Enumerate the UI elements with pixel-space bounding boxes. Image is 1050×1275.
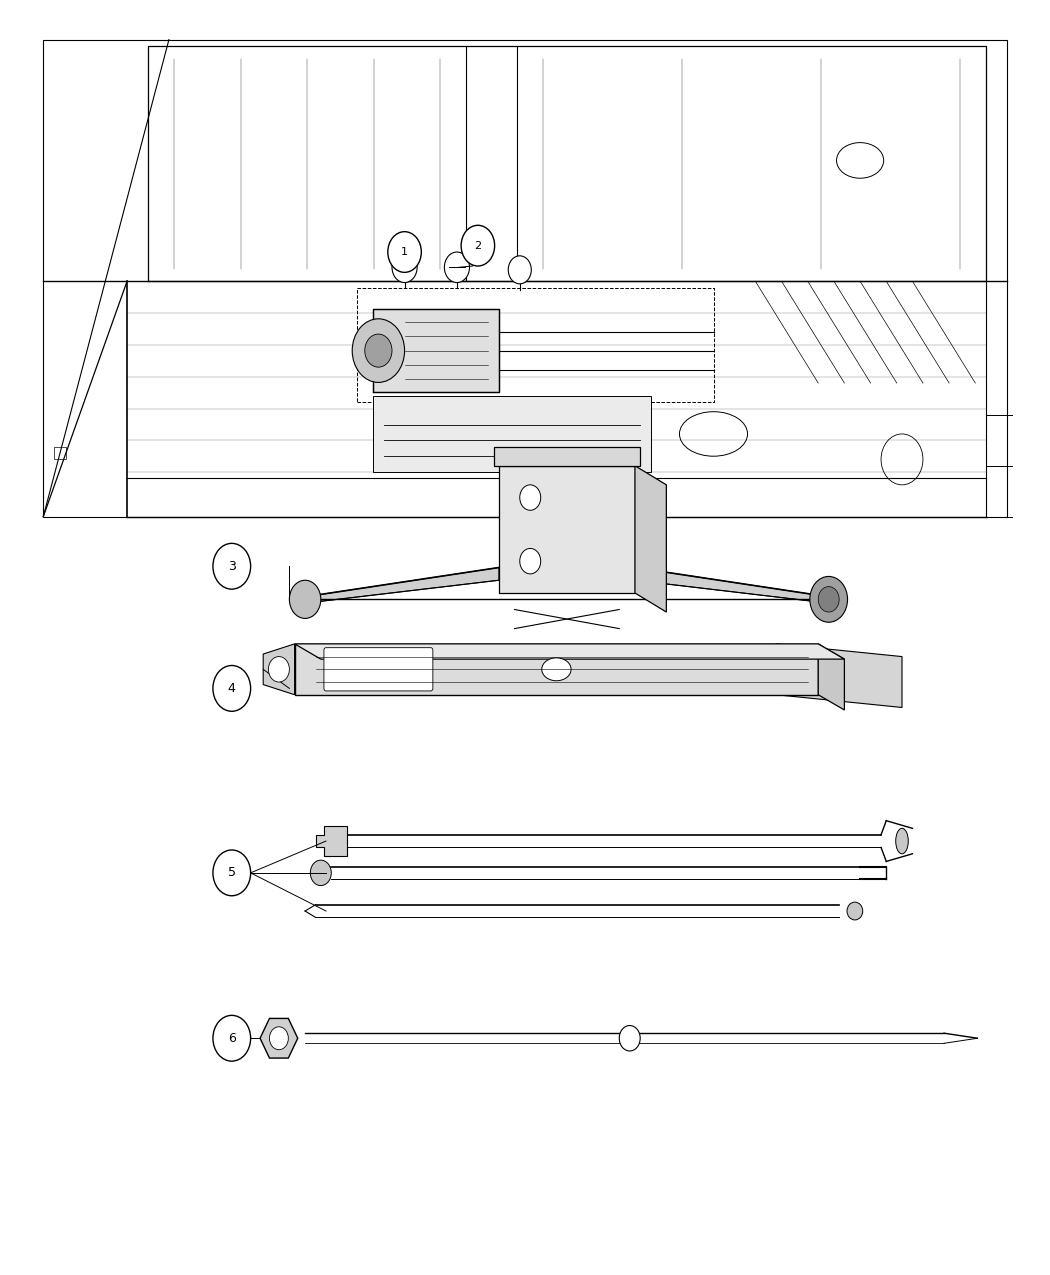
Circle shape bbox=[620, 1025, 640, 1051]
Circle shape bbox=[818, 586, 839, 612]
Circle shape bbox=[270, 1026, 289, 1049]
Text: 1: 1 bbox=[401, 247, 408, 258]
Polygon shape bbox=[494, 446, 640, 465]
Circle shape bbox=[520, 484, 541, 510]
Circle shape bbox=[461, 226, 495, 266]
Circle shape bbox=[213, 543, 251, 589]
Text: 5: 5 bbox=[228, 866, 236, 880]
Ellipse shape bbox=[542, 658, 571, 681]
FancyBboxPatch shape bbox=[324, 648, 433, 691]
Circle shape bbox=[508, 256, 531, 284]
Circle shape bbox=[520, 548, 541, 574]
Circle shape bbox=[364, 334, 392, 367]
Polygon shape bbox=[635, 465, 667, 612]
Text: 2: 2 bbox=[475, 241, 482, 251]
Polygon shape bbox=[776, 644, 902, 708]
Circle shape bbox=[392, 252, 417, 283]
Text: 3: 3 bbox=[228, 560, 235, 572]
Circle shape bbox=[290, 580, 321, 618]
Polygon shape bbox=[295, 644, 844, 659]
Circle shape bbox=[352, 319, 404, 382]
Circle shape bbox=[387, 232, 421, 273]
Circle shape bbox=[810, 576, 847, 622]
Text: 6: 6 bbox=[228, 1031, 235, 1044]
Polygon shape bbox=[818, 644, 844, 710]
Polygon shape bbox=[316, 826, 347, 857]
Polygon shape bbox=[260, 1019, 298, 1058]
Polygon shape bbox=[635, 567, 828, 603]
Polygon shape bbox=[306, 567, 499, 603]
Polygon shape bbox=[373, 395, 651, 472]
Circle shape bbox=[311, 861, 331, 886]
Polygon shape bbox=[295, 644, 818, 695]
Bar bbox=[54, 446, 66, 459]
Circle shape bbox=[444, 252, 469, 283]
Ellipse shape bbox=[847, 903, 863, 921]
Circle shape bbox=[269, 657, 290, 682]
Circle shape bbox=[213, 1015, 251, 1061]
Text: 4: 4 bbox=[228, 682, 235, 695]
Ellipse shape bbox=[896, 829, 908, 854]
Polygon shape bbox=[499, 465, 635, 593]
Circle shape bbox=[213, 850, 251, 896]
Polygon shape bbox=[373, 310, 499, 391]
Polygon shape bbox=[264, 644, 295, 695]
Circle shape bbox=[213, 666, 251, 711]
